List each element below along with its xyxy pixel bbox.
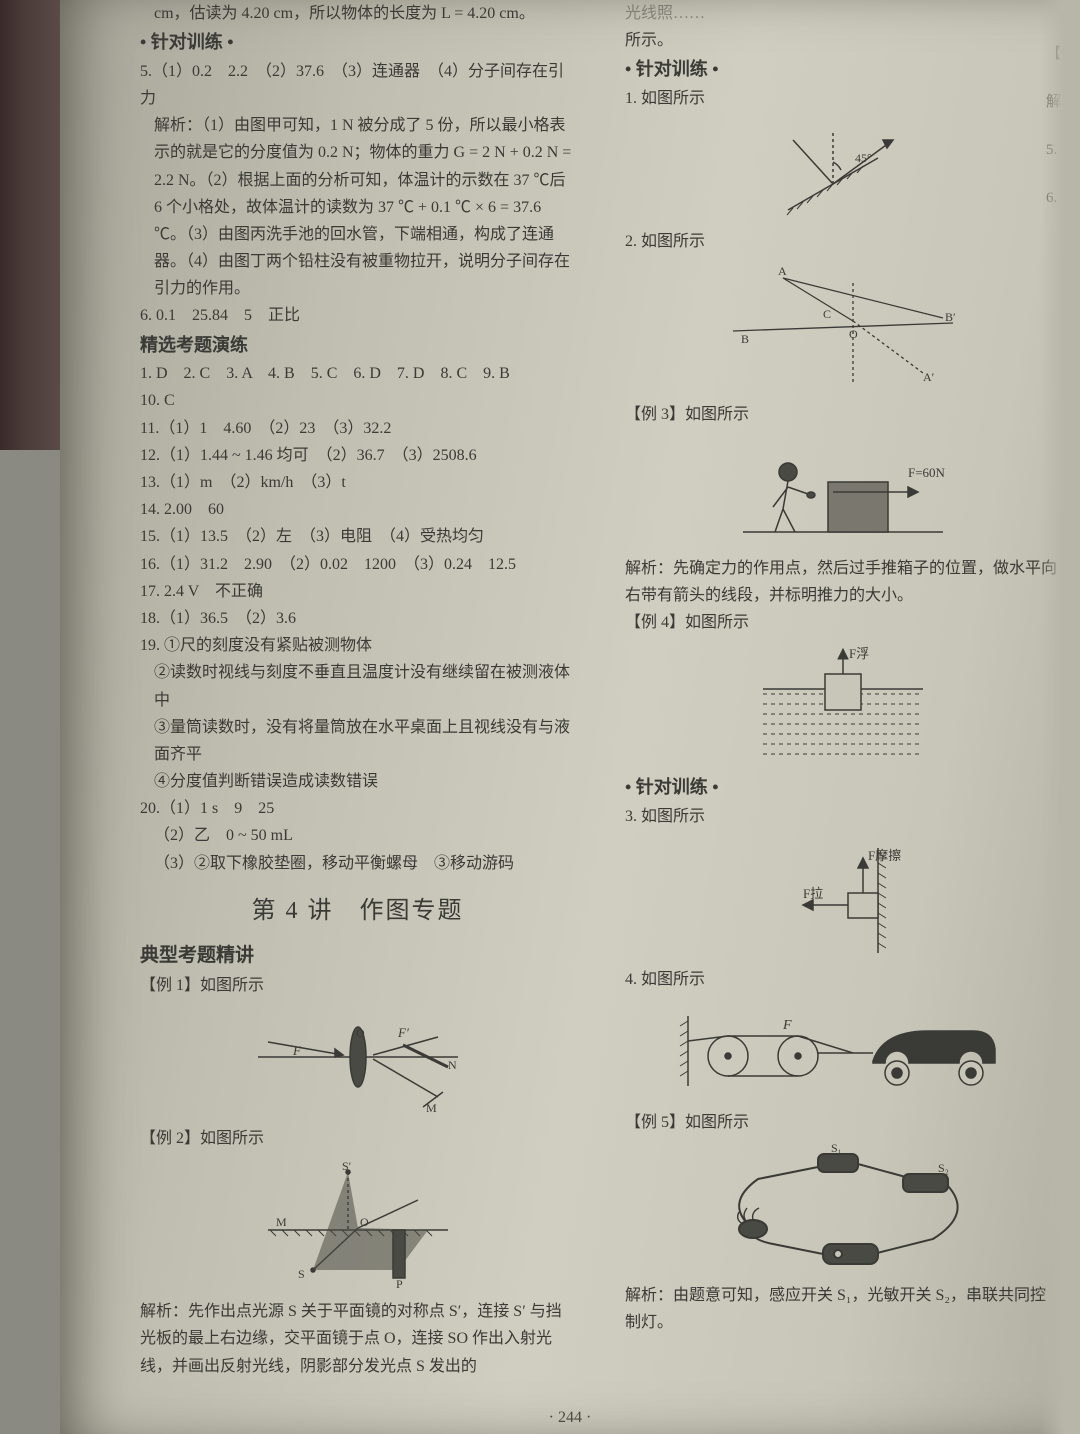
- figure-ex2: S′ S M O P: [140, 1160, 575, 1290]
- fig1-F2: F′: [397, 1025, 409, 1040]
- fig1-N: N: [448, 1058, 457, 1072]
- r3-label: 3. 如图所示: [625, 803, 1060, 830]
- q14: 14. 2.00 60: [140, 496, 575, 523]
- figure-ex5: S₁ S₂: [625, 1144, 1060, 1274]
- dx-head: 典型考题精讲: [140, 940, 575, 972]
- fig2-S2: S′: [342, 1160, 352, 1173]
- q5: 5.（1）0.2 2.2 （2）37.6 （3）连通器 （4）分子间存在引力: [140, 58, 575, 112]
- left-column: cm，估读为 4.20 cm，所以物体的长度为 L = 4.20 cm。 • 针…: [140, 0, 585, 1380]
- example-3-label: 【例 3】如图所示: [625, 401, 1060, 428]
- top-continuation: cm，估读为 4.20 cm，所以物体的长度为 L = 4.20 cm。: [140, 0, 575, 27]
- fig-r2-A: A: [778, 264, 787, 278]
- fig-ex5-S1: S₁: [831, 1144, 842, 1155]
- r4-label: 4. 如图所示: [625, 966, 1060, 993]
- q20-3: （3）②取下橡胶垫圈，移动平衡螺母 ③移动游码: [140, 850, 575, 877]
- figure-r4: F: [625, 1001, 1060, 1101]
- figure-ex1: F O F′ M N: [140, 1007, 575, 1117]
- fig-r2-O: O: [849, 327, 858, 341]
- fig-r4-F: F: [782, 1018, 792, 1033]
- train-head-right-2: • 针对训练 •: [625, 772, 1060, 803]
- example-1-label: 【例 1】如图所示: [140, 972, 575, 999]
- q5-explanation: 解析：（1）由图甲可知，1 N 被分成了 5 份，所以最小格表示的就是它的分度值…: [140, 112, 575, 302]
- q20-2: （2）乙 0 ~ 50 mL: [140, 822, 575, 849]
- example-5-explanation: 解析：由题意可知，感应开关 S₁，光敏开关 S₂，串联共同控制灯。: [625, 1282, 1060, 1336]
- fig2-O: O: [360, 1215, 369, 1229]
- mc10: 10. C: [140, 387, 575, 414]
- right-top-1: 光线照……: [625, 0, 1060, 27]
- fig1-M: M: [426, 1101, 437, 1115]
- train-head-left: • 针对训练 •: [140, 27, 575, 58]
- fig-r2-C: C: [823, 307, 831, 321]
- r2-label: 2. 如图所示: [625, 228, 1060, 255]
- fig-r3-Fl: F拉: [803, 886, 823, 901]
- fig-r2-B2: B′: [945, 310, 956, 324]
- figure-r2: A B C O B′ A′: [625, 263, 1060, 393]
- jx-head: 精选考题演练: [140, 330, 575, 361]
- q13: 13.（1）m （2）km/h （3）t: [140, 469, 575, 496]
- q19-3: ③量筒读数时，没有将量筒放在水平桌面上且视线没有与液面齐平: [140, 714, 575, 768]
- fig2-M: M: [276, 1215, 287, 1229]
- page-number: · 244 ·: [60, 1404, 1080, 1431]
- fig-r3-Ff: F摩擦: [868, 848, 901, 863]
- figure-ex4: F浮: [625, 644, 1060, 764]
- mc-answers: 1. D 2. C 3. A 4. B 5. C 6. D 7. D 8. C …: [140, 360, 575, 387]
- example-5-label: 【例 5】如图所示: [625, 1109, 1060, 1136]
- fig1-O: O: [356, 1026, 365, 1040]
- figure-r1: 45°: [625, 120, 1060, 220]
- q12: 12.（1）1.44 ~ 1.46 均可 （2）36.7 （3）2508.6: [140, 442, 575, 469]
- fig2-S: S: [298, 1267, 305, 1281]
- fig-r2-A2: A′: [923, 370, 935, 384]
- q18: 18.（1）36.5 （2）3.6: [140, 605, 575, 632]
- q15: 15.（1）13.5 （2）左 （3）电阻 （4）受热均匀: [140, 523, 575, 550]
- fig-ex5-S2: S₂: [938, 1161, 949, 1175]
- fig-r1-angle: 45°: [855, 151, 872, 165]
- q19-2: ②读数时视线与刻度不垂直且温度计没有继续留在被测液体中: [140, 659, 575, 713]
- page-right-fade: [1040, 0, 1080, 1434]
- photo-left-edge: [0, 0, 60, 450]
- q19-1: 19. ①尺的刻度没有紧贴被测物体: [140, 632, 575, 659]
- train-head-right: • 针对训练 •: [625, 54, 1060, 85]
- fig2-P: P: [396, 1277, 403, 1290]
- q20-1: 20.（1）1 s 9 25: [140, 795, 575, 822]
- example-3-explanation: 解析：先确定力的作用点，然后过手推箱子的位置，做水平向右带有箭头的线段，并标明推…: [625, 555, 1060, 609]
- right-top-2: 所示。: [625, 27, 1060, 54]
- q17: 17. 2.4 V 不正确: [140, 578, 575, 605]
- example-2-explanation: 解析：先作出点光源 S 关于平面镜的对称点 S′，连接 S′ 与挡光板的最上右边…: [140, 1298, 575, 1380]
- figure-ex3: F=60N: [625, 437, 1060, 547]
- figure-r3: F摩擦 F拉: [625, 838, 1060, 958]
- fig-ex4-F: F浮: [849, 646, 869, 661]
- q16: 16.（1）31.2 2.90 （2）0.02 1200 （3）0.24 12.…: [140, 551, 575, 578]
- q6: 6. 0.1 25.84 5 正比: [140, 302, 575, 329]
- r1-label: 1. 如图所示: [625, 85, 1060, 112]
- q11: 11.（1）1 4.60 （2）23 （3）32.2: [140, 415, 575, 442]
- fig-r2-B: B: [741, 332, 749, 346]
- section-4-title: 第 4 讲 作图专题: [140, 891, 575, 932]
- q19-4: ④分度值判断错误造成读数错误: [140, 768, 575, 795]
- example-4-label: 【例 4】如图所示: [625, 609, 1060, 636]
- example-2-label: 【例 2】如图所示: [140, 1125, 575, 1152]
- right-column: 光线照…… 所示。 • 针对训练 • 1. 如图所示: [615, 0, 1060, 1380]
- fig1-F: F: [292, 1043, 302, 1058]
- fig-ex3-F: F=60N: [908, 465, 946, 480]
- textbook-page: cm，估读为 4.20 cm，所以物体的长度为 L = 4.20 cm。 • 针…: [60, 0, 1080, 1434]
